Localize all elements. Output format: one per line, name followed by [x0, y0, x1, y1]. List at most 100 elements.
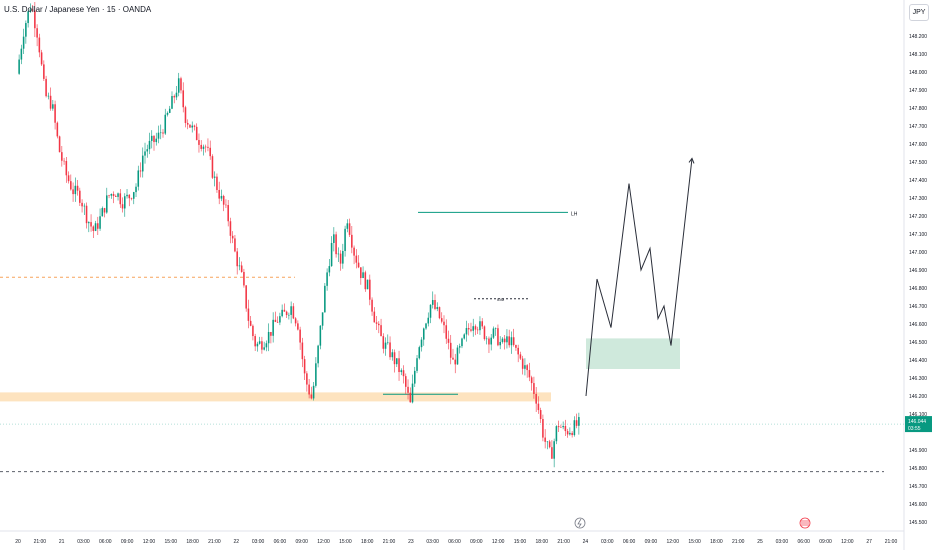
candle-body: [74, 185, 77, 195]
candle-body: [88, 222, 90, 224]
candle-body: [564, 425, 567, 432]
price-tick-label: 147.800: [909, 106, 927, 112]
candle-body: [416, 358, 418, 371]
price-tick-label: 146.900: [909, 268, 927, 274]
candle-body: [351, 234, 353, 248]
candle-body: [494, 328, 497, 329]
candle-body: [355, 255, 358, 263]
price-tick-label: 146.400: [909, 358, 927, 364]
time-tick-label: 18:00: [536, 539, 549, 545]
candle-body: [427, 317, 430, 324]
time-tick-label: 25: [757, 539, 763, 545]
time-tick-label: 12:00: [317, 539, 330, 545]
chart-title: U.S. Dollar / Japanese Yen · 15 · OANDA: [4, 5, 152, 14]
candle-body: [101, 208, 104, 217]
candle-body: [378, 323, 380, 326]
candle-body: [335, 234, 337, 255]
candle-body: [110, 193, 113, 196]
candle-body: [193, 125, 196, 127]
candle-body: [449, 342, 452, 358]
candle-body: [58, 136, 61, 153]
candle-body: [198, 140, 200, 145]
candle-body: [299, 329, 301, 343]
candle-body: [530, 377, 533, 384]
candle-body: [153, 135, 155, 143]
candle-body: [267, 331, 270, 344]
price-tick-label: 146.600: [909, 322, 927, 328]
countdown-label: 03:55: [908, 426, 921, 432]
price-tick-label: 145.500: [909, 520, 927, 526]
candle-body: [272, 319, 274, 336]
candle-body: [130, 198, 133, 199]
candle-body: [141, 155, 144, 172]
candle-body: [29, 9, 32, 12]
candle-body: [173, 96, 176, 98]
price-tick-label: 145.600: [909, 502, 927, 508]
lh-label: LH: [571, 211, 578, 217]
candle-body: [503, 338, 506, 343]
candle-body: [366, 279, 369, 290]
candle-body: [440, 318, 443, 322]
candle-body: [234, 238, 236, 252]
candle-body: [344, 228, 346, 251]
currency-badge[interactable]: JPY: [909, 4, 929, 21]
candle-body: [474, 326, 477, 330]
time-tick-label: 06:00: [448, 539, 461, 545]
candle-body: [533, 383, 535, 394]
candle-body: [535, 393, 537, 404]
candle-body: [470, 329, 472, 331]
lightning-glyph: [577, 518, 582, 528]
candle-body: [155, 138, 158, 143]
time-tick-label: 21:00: [732, 539, 745, 545]
candle-body: [227, 205, 229, 222]
time-tick-label: 03:00: [426, 539, 439, 545]
projection-arrowhead: [688, 157, 695, 164]
candle-body: [99, 216, 101, 229]
candle-body: [420, 339, 423, 348]
candle-body: [400, 370, 403, 373]
price-tick-label: 145.900: [909, 448, 927, 454]
time-tick-label: 12:00: [841, 539, 854, 545]
candle-body: [90, 222, 92, 227]
price-tick-label: 147.400: [909, 178, 927, 184]
projection-path: [585, 158, 693, 397]
candle-body: [45, 78, 47, 97]
candle-body: [27, 11, 29, 24]
time-tick-label: 18:00: [186, 539, 199, 545]
lightning-event-icon: [574, 517, 586, 529]
candle-body: [301, 342, 304, 360]
time-tick-label: 15:00: [165, 539, 178, 545]
current-price-badge: [905, 416, 932, 433]
candle-body: [40, 52, 43, 65]
candle-body: [83, 205, 86, 207]
candle-body: [521, 358, 524, 369]
price-tick-label: 146.700: [909, 304, 927, 310]
candle-body: [517, 347, 519, 355]
price-tick-label: 147.600: [909, 142, 927, 148]
candle-body: [434, 300, 436, 309]
candle-body: [557, 426, 560, 428]
price-tick-label: 147.700: [909, 124, 927, 130]
candle-body: [369, 279, 371, 300]
candle-body: [43, 64, 45, 79]
time-tick-label: 06:00: [274, 539, 287, 545]
candle-body: [319, 325, 322, 346]
candle-body: [245, 285, 247, 309]
candle-body: [207, 146, 209, 148]
candle-body: [357, 262, 360, 268]
candle-body: [54, 104, 56, 123]
candle-body: [578, 417, 580, 426]
candle-body: [373, 311, 376, 323]
candle-body: [328, 266, 331, 273]
candle-body: [281, 309, 283, 317]
candle-body: [348, 223, 351, 235]
candle-body: [510, 337, 513, 346]
idm-label: IDM: [497, 297, 504, 302]
price-tick-label: 147.300: [909, 196, 927, 202]
candle-body: [121, 204, 124, 209]
time-tick-label: 12:00: [143, 539, 156, 545]
candle-body: [497, 328, 499, 346]
price-tick-label: 146.100: [909, 412, 927, 418]
